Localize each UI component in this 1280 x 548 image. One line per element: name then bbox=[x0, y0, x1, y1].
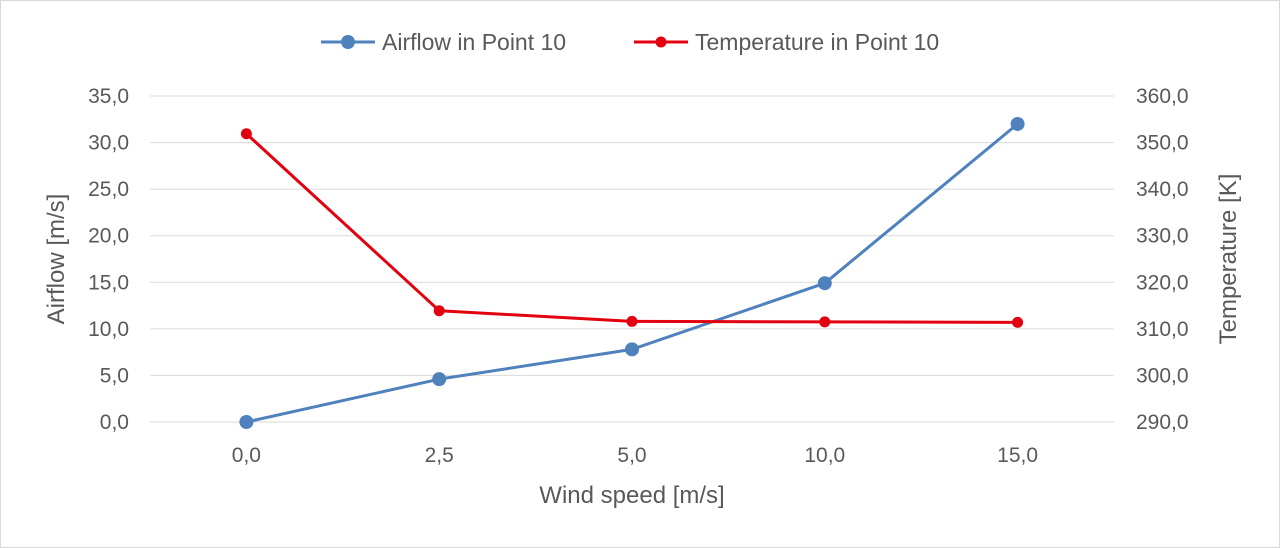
y2-tick-label: 330,0 bbox=[1136, 225, 1189, 248]
data-point-temperature bbox=[819, 316, 831, 328]
data-point-airflow bbox=[625, 342, 639, 357]
legend-temperature-label: Temperature in Point 10 bbox=[695, 29, 939, 55]
x-tick-label: 15,0 bbox=[997, 444, 1038, 467]
y2-tick-label: 320,0 bbox=[1136, 271, 1189, 294]
x-tick-label: 10,0 bbox=[804, 444, 845, 467]
series-layer bbox=[239, 116, 1025, 429]
y2-tick-label: 360,0 bbox=[1136, 85, 1189, 108]
x-tick-label: 2,5 bbox=[425, 444, 454, 467]
y2-axis-title: Temperature [K] bbox=[1215, 174, 1242, 345]
x-axis-title: Wind speed [m/s] bbox=[539, 482, 724, 509]
data-point-temperature bbox=[626, 315, 638, 327]
x-tick-label: 0,0 bbox=[232, 444, 261, 467]
series-line-airflow bbox=[246, 122, 1019, 424]
y2-tick-label: 300,0 bbox=[1136, 364, 1189, 387]
legend: Airflow in Point 10 Temperature in Point… bbox=[321, 29, 939, 55]
right-axis-ticks: 290,0 300,0 310,0 320,0 330,0 340,0 350,0 360,0 bbox=[1136, 85, 1189, 434]
legend-item-temperature: Temperature in Point 10 bbox=[634, 29, 939, 55]
y2-tick-label: 340,0 bbox=[1136, 178, 1189, 201]
y2-tick-label: 310,0 bbox=[1136, 318, 1189, 341]
x-tick-label: 5,0 bbox=[617, 444, 646, 467]
data-point-temperature bbox=[1012, 316, 1024, 328]
legend-temperature-marker bbox=[655, 36, 667, 48]
legend-airflow-marker bbox=[341, 35, 355, 49]
series-line-temperature bbox=[245, 132, 1018, 324]
y-tick-label: 30,0 bbox=[88, 132, 129, 155]
y2-tick-label: 290,0 bbox=[1136, 411, 1189, 434]
legend-airflow-label: Airflow in Point 10 bbox=[382, 29, 566, 55]
x-axis-ticks: 0,0 2,5 5,0 10,0 15,0 bbox=[232, 444, 1038, 467]
data-point-airflow bbox=[1010, 116, 1025, 131]
data-point-airflow bbox=[432, 372, 447, 387]
y-tick-label: 5,0 bbox=[100, 364, 129, 387]
data-point-airflow bbox=[817, 276, 832, 291]
legend-item-airflow: Airflow in Point 10 bbox=[321, 29, 566, 55]
data-point-airflow bbox=[239, 415, 254, 429]
y-tick-label: 20,0 bbox=[88, 225, 129, 248]
y2-tick-label: 350,0 bbox=[1136, 132, 1189, 155]
data-point-temperature bbox=[240, 128, 252, 140]
y-tick-label: 0,0 bbox=[100, 411, 129, 434]
y-tick-label: 25,0 bbox=[88, 178, 129, 201]
y-tick-label: 15,0 bbox=[88, 271, 129, 294]
y-tick-label: 35,0 bbox=[88, 85, 129, 108]
left-axis-ticks: 0,0 5,0 10,0 15,0 20,0 25,0 30,0 35,0 bbox=[88, 85, 129, 434]
data-point-temperature bbox=[433, 305, 445, 317]
gridlines bbox=[150, 95, 1114, 423]
y-tick-label: 10,0 bbox=[88, 318, 129, 341]
y-axis-title: Airflow [m/s] bbox=[43, 194, 70, 325]
